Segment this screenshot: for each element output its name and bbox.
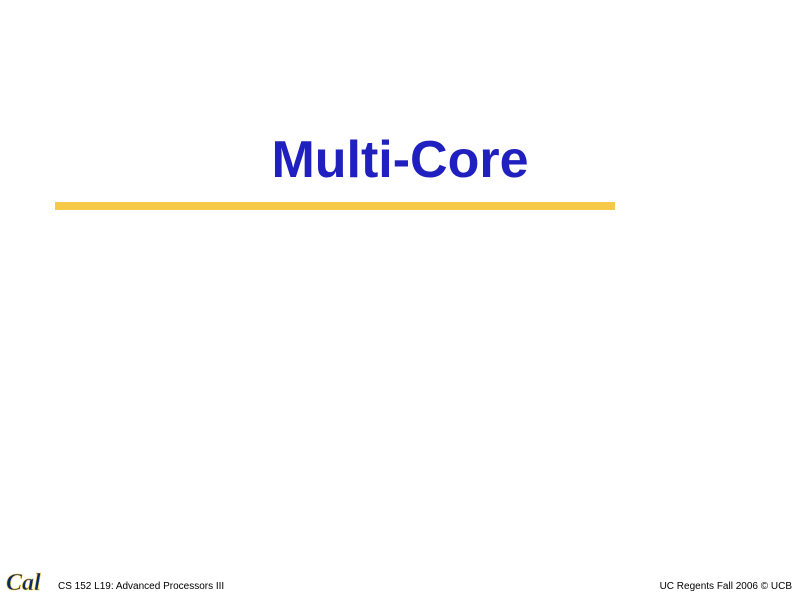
- svg-text:Cal: Cal: [6, 570, 41, 596]
- footer-right: UC Regents Fall 2006 © UCB: [660, 581, 792, 592]
- slide-title: Multi-Core: [0, 130, 800, 190]
- title-underline: [55, 202, 615, 210]
- footer-left: CS 152 L19: Advanced Processors III: [58, 581, 224, 592]
- cal-logo: Cal: [4, 566, 52, 596]
